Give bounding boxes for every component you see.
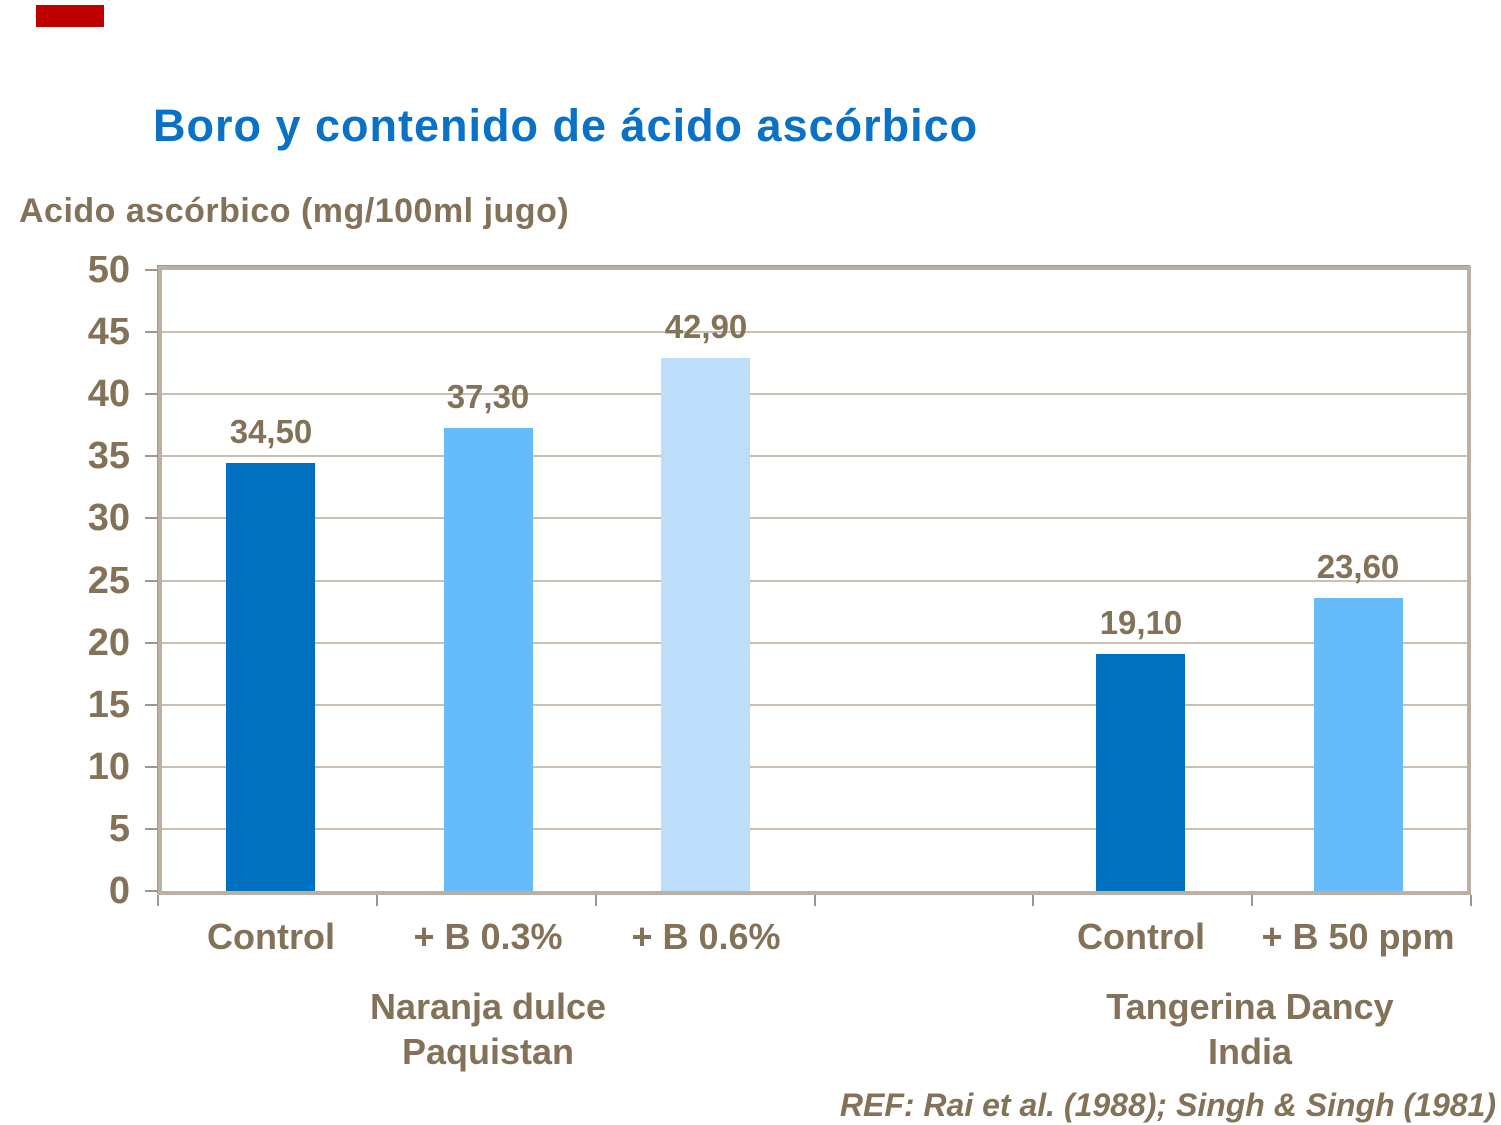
y-tick-label-30: 30	[87, 497, 130, 539]
x-tick-mark-2	[595, 895, 597, 906]
y-tick-label-50: 50	[87, 249, 130, 291]
y-tick-mark-0	[145, 890, 158, 892]
bar-3	[661, 358, 750, 891]
gridline-45	[162, 331, 1467, 333]
slide-corner-accent	[36, 5, 104, 27]
x-tick-mark-5	[1251, 895, 1253, 906]
bar-value-label-1: 34,50	[229, 413, 313, 450]
y-tick-label-45: 45	[87, 311, 130, 353]
y-tick-mark-15	[145, 704, 158, 706]
gridline-40	[162, 393, 1467, 395]
gridline-10	[162, 766, 1467, 768]
y-tick-label-25: 25	[87, 560, 130, 602]
y-tick-mark-5	[145, 828, 158, 830]
gridlines	[162, 270, 1467, 891]
bar-value-label-3: 42,90	[664, 308, 748, 345]
slide-title: Boro y contenido de ácido ascórbico	[153, 100, 979, 152]
bar-value-label-4: 19,10	[1099, 604, 1183, 641]
y-tick-label-35: 35	[87, 435, 130, 477]
x-tick-mark-3	[814, 895, 816, 906]
y-tick-mark-10	[145, 766, 158, 768]
reference-citation: REF: Rai et al. (1988); Singh & Singh (1…	[839, 1087, 1496, 1123]
plot-area	[158, 266, 1471, 895]
x-tick-mark-4	[1032, 895, 1034, 906]
bar-series	[162, 270, 1467, 891]
x-tick-mark-0	[157, 895, 159, 906]
group-label-line1: Tangerina Dancy	[1106, 986, 1394, 1027]
y-tick-mark-25	[145, 580, 158, 582]
x-tick-mark-6	[1470, 895, 1472, 906]
y-tick-label-0: 0	[108, 870, 130, 912]
gridline-30	[162, 517, 1467, 519]
group-label-line1: Naranja dulce	[369, 986, 607, 1027]
y-tick-mark-40	[145, 393, 158, 395]
y-tick-mark-30	[145, 517, 158, 519]
gridline-5	[162, 828, 1467, 830]
gridline-35	[162, 455, 1467, 457]
y-tick-label-10: 10	[87, 746, 130, 788]
category-label-4: Control	[1077, 916, 1205, 957]
y-tick-mark-20	[145, 642, 158, 644]
group-label-1: Naranja dulce Paquistan	[278, 984, 698, 1074]
y-tick-mark-45	[145, 331, 158, 333]
category-label-2: + B 0.3%	[413, 916, 563, 957]
bar-4	[1096, 654, 1185, 891]
bar-5	[1314, 598, 1403, 891]
category-label-1: Control	[207, 916, 335, 957]
category-label-3: + B 0.6%	[631, 916, 781, 957]
group-label-2: Tangerina Dancy India	[1040, 984, 1460, 1074]
y-tick-label-20: 20	[87, 622, 130, 664]
y-tick-mark-50	[145, 269, 158, 271]
bar-value-label-5: 23,60	[1316, 548, 1400, 585]
group-label-line2: Paquistan	[401, 1031, 575, 1072]
category-label-5: + B 50 ppm	[1261, 916, 1455, 957]
y-axis-title: Acido ascórbico (mg/100ml jugo)	[19, 192, 570, 230]
gridline-15	[162, 704, 1467, 706]
y-tick-mark-35	[145, 455, 158, 457]
x-tick-mark-1	[376, 895, 378, 906]
gridline-25	[162, 580, 1467, 582]
group-label-line2: India	[1207, 1031, 1292, 1072]
bar-value-label-2: 37,30	[446, 378, 530, 415]
y-tick-label-15: 15	[87, 684, 130, 726]
y-tick-label-40: 40	[87, 373, 130, 415]
bar-2	[444, 428, 533, 891]
gridline-20	[162, 642, 1467, 644]
y-tick-label-5: 5	[108, 808, 130, 850]
bar-1	[226, 463, 315, 891]
